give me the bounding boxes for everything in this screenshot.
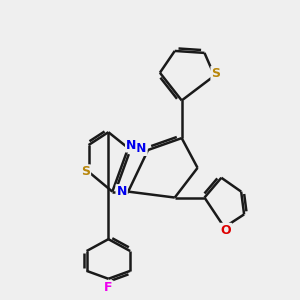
Text: N: N [136,142,147,155]
Text: S: S [81,165,90,178]
Text: O: O [220,224,231,237]
Text: N: N [116,185,127,198]
Text: F: F [104,281,112,294]
Text: N: N [126,139,136,152]
Text: S: S [212,67,220,80]
